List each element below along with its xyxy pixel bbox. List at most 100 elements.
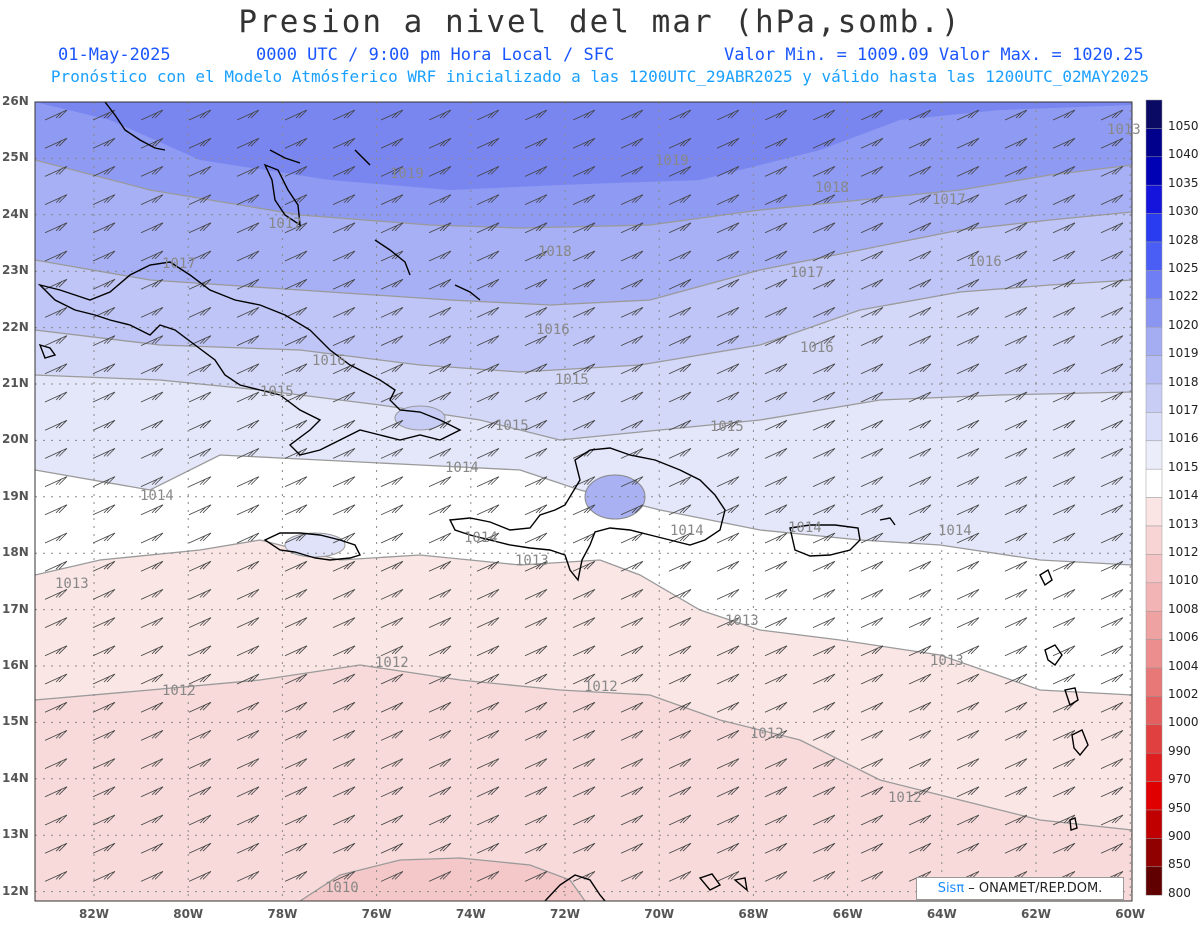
wind-barb [860, 109, 884, 121]
coast-leeward-1 [1039, 568, 1053, 587]
wind-barb [620, 194, 644, 205]
wind-barb [620, 166, 644, 177]
wind-barb [764, 701, 788, 713]
wind-barb [860, 701, 884, 713]
latitude-label: 17N [2, 601, 29, 616]
wind-barb [956, 504, 980, 516]
wind-barb [188, 871, 212, 882]
wind-barb [332, 307, 356, 318]
chart-title: Presion a nivel del mar (hPa,somb.) [238, 4, 962, 40]
longitude-label: 72W [550, 907, 580, 921]
latitude-label: 24N [2, 206, 29, 221]
credit-text: – ONAMET/REP.DOM. [964, 881, 1103, 896]
wind-barb [188, 307, 212, 318]
colorbar-swatch [1145, 667, 1163, 697]
wind-barb [284, 701, 308, 713]
contour-label: 1018 [538, 244, 572, 260]
wind-barb [1100, 222, 1124, 234]
colorbar-label: 1040 [1168, 147, 1199, 162]
wind-barb [1052, 137, 1076, 149]
wind-barb [956, 814, 980, 826]
wind-barb [860, 391, 884, 403]
coast-florida [104, 102, 166, 151]
wind-barb [956, 109, 980, 121]
wind-barb [44, 589, 68, 600]
wind-barb [620, 419, 644, 431]
wind-barb [236, 137, 260, 149]
wind-barb [668, 786, 692, 798]
wind-barb [812, 391, 836, 403]
latitude-label: 15N [2, 714, 29, 729]
band-1010 [300, 858, 585, 901]
wind-barb [1004, 391, 1028, 403]
wind-barb [908, 504, 932, 516]
coast-puerto-rico [789, 524, 861, 557]
wind-barb [332, 673, 356, 685]
wind-barb [1004, 166, 1028, 177]
wind-barb [1004, 673, 1028, 685]
wind-barb [812, 504, 836, 516]
wind-barb [956, 476, 980, 487]
wind-barb [716, 786, 740, 798]
wind-barb [140, 335, 164, 346]
pressure-blob [284, 532, 346, 558]
wind-barb [188, 194, 212, 205]
wind-barb [764, 166, 788, 177]
wind-barb [380, 419, 404, 431]
coast-bahamas-4 [454, 284, 481, 301]
wind-barb [380, 560, 404, 572]
wind-barb [956, 589, 980, 600]
wind-barb [572, 194, 596, 205]
wind-barb [572, 166, 596, 177]
wind-barb [44, 419, 68, 431]
wind-barb [524, 448, 548, 459]
wind-barb [524, 589, 548, 600]
wind-barb [1052, 617, 1076, 628]
colorbar-swatch [1145, 696, 1163, 726]
wind-barb [332, 871, 356, 882]
colorbar-label: 1010 [1168, 573, 1199, 588]
wind-barb [524, 560, 548, 572]
wind-barb [92, 842, 116, 854]
wind-barb [284, 589, 308, 600]
wind-barb [332, 730, 356, 741]
wind-barb [668, 560, 692, 572]
wind-barb [956, 307, 980, 318]
wind-barb [764, 419, 788, 431]
wind-barb [524, 645, 548, 657]
wind-barb [1004, 701, 1028, 713]
wind-barb [524, 109, 548, 121]
wind-barb [380, 109, 404, 121]
wind-barb [620, 701, 644, 713]
wind-barb [188, 250, 212, 262]
colorbar-swatch [1145, 270, 1163, 300]
wind-barb [140, 504, 164, 516]
wind-barb [476, 448, 500, 459]
wind-barb [44, 391, 68, 403]
wind-barb [716, 504, 740, 516]
wind-barb [1004, 589, 1028, 600]
wind-barb [1100, 730, 1124, 741]
wind-barb [1052, 307, 1076, 318]
wind-barb [380, 645, 404, 657]
wind-barb [428, 391, 452, 403]
wind-barb [476, 786, 500, 798]
contour-label: 1014 [670, 523, 704, 539]
wind-barb [188, 391, 212, 403]
wind-barb [476, 476, 500, 487]
wind-barb [332, 814, 356, 826]
wind-barb [524, 786, 548, 798]
wind-barb [476, 645, 500, 657]
wind-barb [956, 391, 980, 403]
wind-barb [476, 278, 500, 290]
wind-barb [428, 504, 452, 516]
wind-barb [764, 278, 788, 290]
contour-label: 1016 [312, 353, 346, 369]
wind-barb [236, 645, 260, 657]
latitude-label: 20N [2, 432, 29, 447]
wind-barb [524, 222, 548, 234]
wind-barb [236, 166, 260, 177]
colorbar [1145, 99, 1163, 896]
wind-barb [236, 419, 260, 431]
wind-barb [92, 786, 116, 798]
